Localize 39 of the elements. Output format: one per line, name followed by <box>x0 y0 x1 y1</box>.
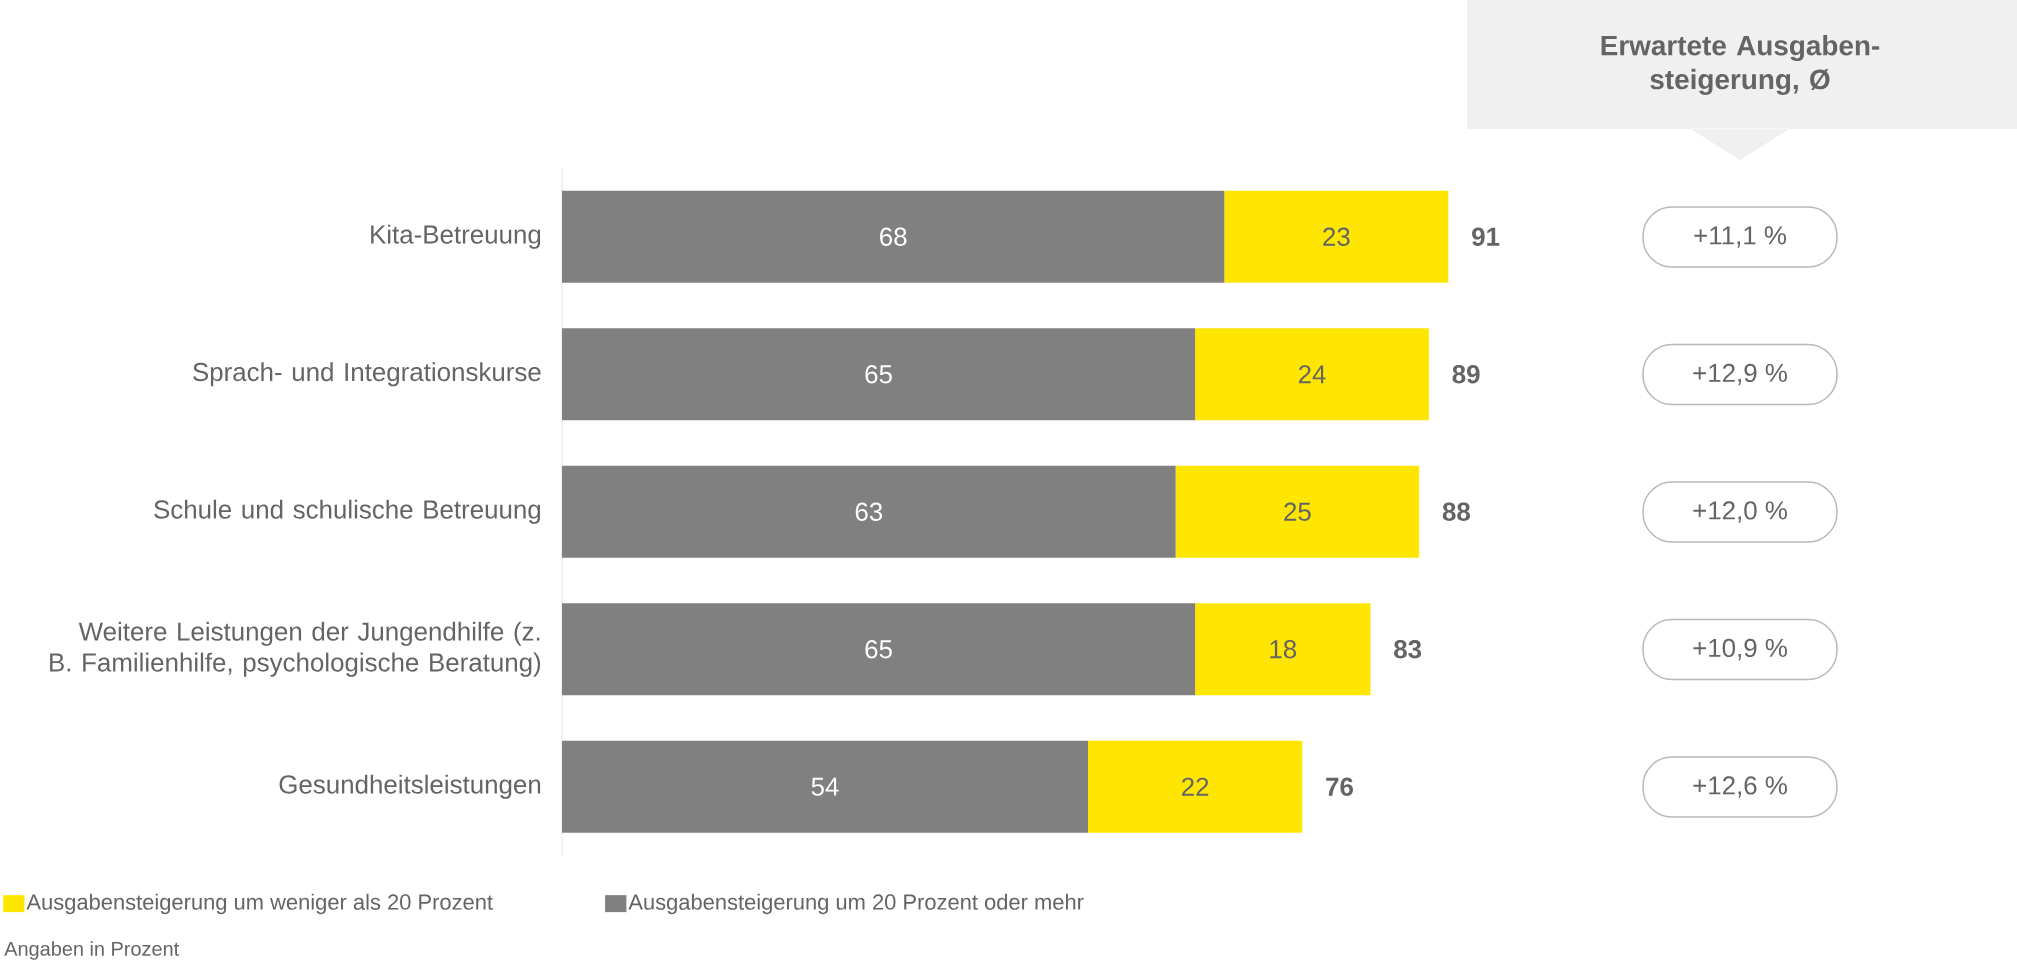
data-label: 65 <box>865 365 892 384</box>
bar <box>1195 328 1429 421</box>
data-label: 63 <box>855 502 883 521</box>
text: +10,9 % <box>1693 638 1787 661</box>
total-label: 88 <box>1442 502 1470 521</box>
data-label: 23 <box>1323 227 1350 246</box>
bar <box>1175 465 1420 558</box>
text: +12,0 % <box>1693 501 1787 523</box>
data-label: 65 <box>865 640 892 659</box>
bar <box>1087 740 1303 833</box>
total-label: 91 <box>1472 227 1500 246</box>
data-label: 18 <box>1270 640 1297 659</box>
data-label: 22 <box>1182 777 1209 796</box>
data-label: 25 <box>1284 502 1311 521</box>
text: +12,6 % <box>1693 776 1787 798</box>
bar <box>1224 190 1449 283</box>
total-label: 76 <box>1326 777 1353 796</box>
legend-label: Ausgabensteigerung um 20 Prozent oder mehr <box>628 893 1084 915</box>
total-label: 89 <box>1452 365 1480 384</box>
bar <box>1195 603 1371 696</box>
bar <box>562 740 1088 833</box>
text: +11,1 % <box>1694 226 1786 248</box>
bar <box>562 190 1225 283</box>
data-label: 68 <box>880 227 907 246</box>
text: Erwartete Ausgaben- steigerung, Ø <box>1601 35 1880 95</box>
text: +12,9 % <box>1693 363 1787 386</box>
y-tick-label: Weitere Leistungen der Jungendhilfe (z. B. Familienhilfe, psychologische Beratung) <box>50 621 541 677</box>
y-tick-label: Sprach- und Integrationskurse <box>193 362 541 387</box>
text: Angaben in Prozent <box>4 941 180 960</box>
data-label: 54 <box>811 777 839 796</box>
bar <box>562 603 1196 696</box>
y-tick-label: Gesundheitsleistungen <box>279 774 541 799</box>
bar <box>562 328 1196 421</box>
legend-label: Ausgabensteigerung um weniger als 20 Prozent <box>26 893 493 915</box>
data-label: 24 <box>1298 365 1326 384</box>
y-tick-label: Schule und schulische Betreuung <box>154 499 541 524</box>
total-label: 83 <box>1394 640 1422 659</box>
bar <box>562 465 1176 558</box>
y-tick-label: Kita-Betreuung <box>371 224 541 249</box>
